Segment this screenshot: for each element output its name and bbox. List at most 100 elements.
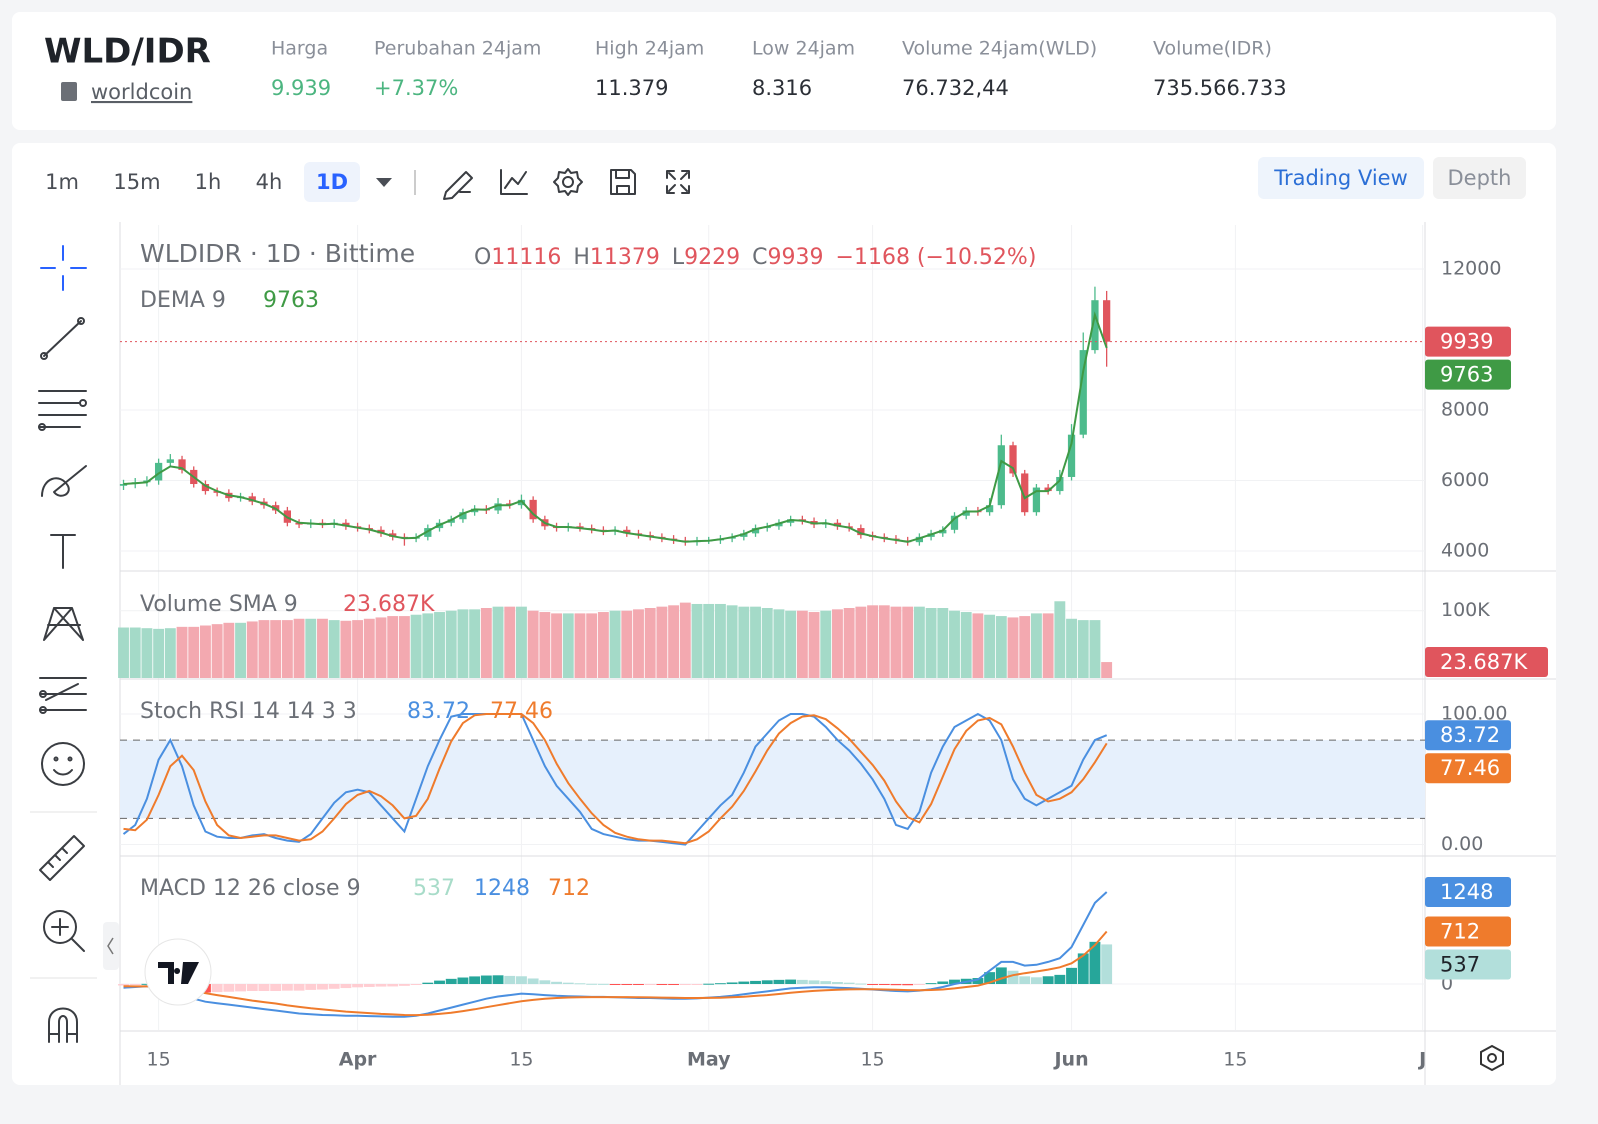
volume-bar — [1077, 620, 1089, 678]
volume-bar — [890, 606, 902, 678]
collapse-button[interactable] — [103, 922, 119, 970]
volume-bar — [937, 608, 949, 678]
macd-histogram-bar — [574, 983, 586, 985]
macd-legend: MACD 12 26 close 9 — [140, 876, 361, 901]
macd-histogram-bar — [679, 984, 691, 986]
high-value: 11379 — [590, 245, 660, 270]
volume-bar — [270, 620, 282, 678]
volume-bar — [1030, 613, 1042, 678]
macd-histogram-bar — [551, 981, 563, 985]
macd-histogram-bar — [1101, 944, 1113, 985]
y-tick-label: 4000 — [1441, 539, 1489, 561]
tab[interactable]: Trading View — [1273, 166, 1408, 190]
volume-bar — [633, 609, 644, 678]
volume-bar — [422, 613, 434, 678]
candle-body — [775, 522, 783, 527]
candle-body — [1021, 473, 1029, 513]
candle-body — [962, 510, 970, 516]
candle-body — [389, 533, 397, 537]
settings-icon[interactable] — [1480, 1044, 1504, 1072]
tab[interactable]: Depth — [1448, 166, 1512, 190]
macd-histogram-bar — [703, 983, 715, 985]
value-tag — [1425, 326, 1511, 357]
coin-link[interactable]: worldcoin — [91, 80, 192, 104]
interval-button[interactable]: 15m — [113, 170, 160, 194]
interval-button[interactable]: 1D — [316, 170, 348, 194]
volume-bar — [913, 606, 925, 678]
macd-histogram-bar — [281, 984, 293, 991]
candle-body — [1032, 487, 1041, 513]
volume-bar — [867, 605, 879, 678]
value-tag — [1425, 949, 1511, 980]
dema-legend: DEMA 9 — [140, 288, 226, 313]
macd-histogram-bar — [422, 982, 434, 985]
volume-bar — [761, 608, 773, 678]
volume-bar — [551, 613, 563, 678]
macd-histogram-bar — [375, 984, 387, 987]
volume-bar — [340, 620, 352, 678]
macd-histogram-bar — [270, 984, 282, 992]
macd-histogram-bar — [726, 982, 738, 985]
candle-body — [833, 522, 842, 527]
macd-histogram-bar — [469, 976, 481, 985]
macd-histogram-bar — [363, 984, 375, 987]
volume-bar — [621, 610, 633, 678]
toolbar-icons[interactable] — [443, 168, 690, 200]
candle-body — [424, 528, 432, 537]
volume-bar — [223, 622, 235, 678]
interval-button[interactable]: 4h — [256, 170, 283, 194]
volume-bar — [855, 606, 867, 678]
value-tag — [1425, 753, 1511, 784]
intervals: 1m 15m 1h 4h 1D — [45, 162, 360, 202]
macd-histogram-bar — [504, 975, 516, 985]
tab-bg — [1433, 157, 1526, 199]
volume-bar — [328, 620, 340, 678]
volume-bar — [153, 628, 165, 678]
value-tag-label: 83.72 — [1440, 723, 1500, 747]
volume-bar — [398, 616, 410, 678]
macd-histogram-bar — [1077, 953, 1089, 985]
volume-bar — [492, 606, 504, 678]
stoch-legend: Stoch RSI 14 14 3 3 — [140, 699, 357, 724]
volume-bar — [164, 628, 176, 678]
candle-body — [1056, 476, 1064, 492]
symbol-title: WLDIDR · 1D · Bittime — [140, 239, 415, 268]
volume-bar — [305, 618, 317, 678]
pair: WLD/IDR — [44, 32, 211, 72]
open-value: 11116 — [491, 245, 561, 270]
volume-bar — [293, 618, 305, 678]
interval-button[interactable]: 1h — [195, 170, 222, 194]
macd-histogram-bar — [714, 983, 726, 985]
volume-bar — [738, 606, 750, 678]
stat-value: 76.732,44 — [902, 76, 1009, 100]
volume-value: 23.687K — [343, 592, 435, 617]
macd-histogram-bar — [867, 984, 879, 986]
y-tick-label: 6000 — [1441, 469, 1489, 491]
candle-body — [248, 496, 256, 502]
volume-bar — [539, 612, 551, 678]
volume-bar — [188, 626, 200, 678]
macd-histogram-bar — [480, 975, 492, 985]
macd-histogram-bar — [621, 984, 633, 986]
volume-bar — [995, 616, 1007, 678]
volume-bar — [1007, 617, 1019, 678]
stat-label: Volume(IDR) — [1153, 38, 1272, 60]
drawing-tools[interactable] — [38, 245, 87, 1043]
interval-button[interactable]: 1m — [45, 170, 79, 194]
macd-histogram-bar — [258, 984, 270, 992]
macd-histogram-bar — [235, 984, 246, 992]
stat-label: Harga — [271, 38, 328, 60]
ohlc-label: H — [573, 245, 590, 270]
stat-label: Perubahan 24jam — [374, 38, 541, 60]
macd-histogram-bar — [937, 981, 949, 985]
macd-histogram-bar — [785, 979, 797, 985]
stoch-k-value: 83.72 — [407, 699, 470, 724]
interval-dropdown[interactable] — [376, 178, 392, 187]
macd-histogram-bar — [410, 984, 422, 986]
macd-histogram-bar — [1089, 941, 1101, 985]
dema-value: 9763 — [263, 288, 319, 313]
candle-body — [857, 528, 865, 536]
volume-bar — [972, 613, 984, 678]
volume-bar — [211, 624, 223, 678]
macd-histogram-bar — [586, 983, 598, 985]
